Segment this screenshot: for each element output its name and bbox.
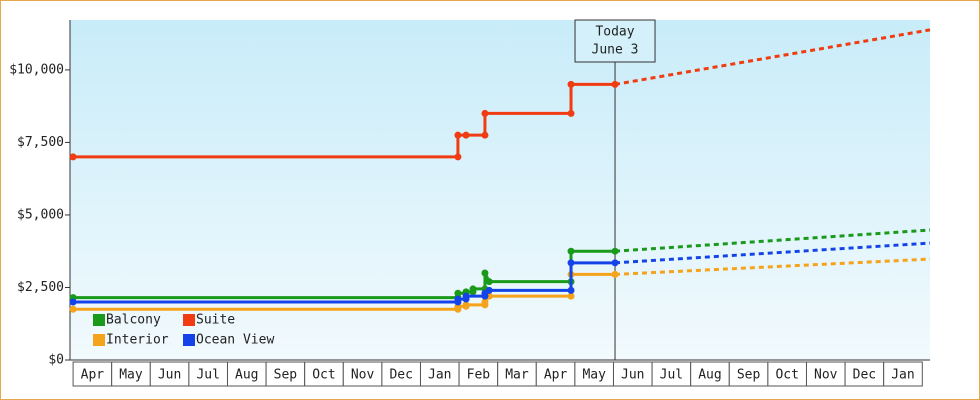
y-tick-label: $5,000 [17,207,64,222]
x-tick-label: Dec [853,368,876,383]
x-tick-label: Dec [389,368,412,383]
x-tick-label: Jan [428,368,451,383]
month-cell [72,361,113,387]
month-cell [690,361,730,387]
month-cell [574,361,614,387]
month-cell [419,361,460,387]
data-point [611,270,619,278]
x-tick-label: Jul [660,368,683,383]
x-tick-label: Jun [158,368,181,383]
data-point [462,131,470,139]
month-cell [265,361,306,387]
month-cell [612,361,653,387]
data-point [454,131,462,139]
x-tick-label: May [582,368,606,383]
month-cell [651,361,692,387]
data-point [462,301,470,309]
data-point [454,153,462,161]
x-tick-label: Aug [235,368,258,383]
data-point [462,292,470,300]
data-point [611,80,619,88]
x-tick-label: Aug [698,368,721,383]
data-point [567,286,575,294]
x-tick-label: Feb [467,368,491,383]
legend-swatch [183,314,195,326]
x-tick-label: Apr [81,368,105,383]
data-point [567,80,575,88]
forecast-line [614,228,931,253]
today-box [574,19,656,63]
month-cell [844,361,885,387]
x-tick-label: May [119,368,143,383]
x-tick-label: Nov [814,368,838,383]
y-tick-label: $0 [48,353,64,368]
data-point [567,247,575,255]
forecast-line [614,241,931,265]
y-tick-label: $10,000 [9,62,64,77]
x-tick-label: Jul [196,368,219,383]
data-point [69,153,77,161]
data-point [567,259,575,267]
today-label: June 3 [592,43,639,58]
month-cell [342,361,383,387]
legend-label: Ocean View [196,333,274,348]
month-cell [728,361,769,387]
month-cell [304,361,344,387]
month-cell [535,361,576,387]
data-point [454,295,462,303]
y-tick-label: $2,500 [17,280,64,295]
x-tick-label: Mar [505,368,529,383]
data-point [481,269,489,277]
data-point [485,286,493,294]
x-tick-label: Sep [737,368,761,383]
x-tick-label: Sep [274,368,298,383]
legend-label: Interior [106,333,169,348]
x-tick-label: Oct [312,368,335,383]
month-cell [767,361,807,387]
y-tick-label: $7,500 [17,135,64,150]
data-point [481,131,489,139]
month-cell [458,361,499,387]
data-point [69,305,77,313]
x-tick-label: Oct [775,368,798,383]
data-point [454,289,462,297]
forecast-line [614,257,931,276]
legend-swatch [93,334,105,346]
x-tick-label: Jun [621,368,644,383]
legend-label: Suite [196,313,235,328]
data-point [611,247,619,255]
legend-label: Balcony [106,313,161,328]
month-cell [883,361,923,387]
x-tick-label: Apr [544,368,568,383]
data-point [485,278,493,286]
data-point [567,109,575,117]
data-point [481,298,489,306]
x-tick-label: Nov [351,368,375,383]
data-point [611,259,619,267]
data-point [567,292,575,300]
data-point [469,285,477,293]
today-label: Today [595,25,634,40]
data-point [481,109,489,117]
data-point [69,298,77,306]
month-cell [226,361,267,387]
legend-swatch [183,334,195,346]
legend-swatch [93,314,105,326]
x-tick-label: Jan [891,368,914,383]
month-cell [497,361,537,387]
